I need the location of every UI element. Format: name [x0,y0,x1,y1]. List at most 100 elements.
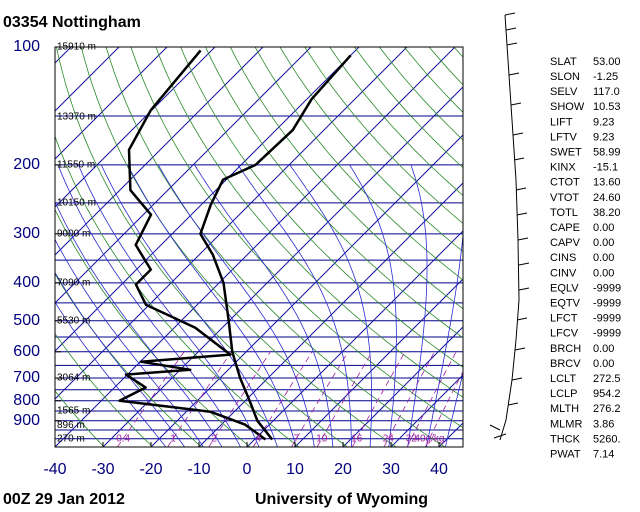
height-label: 896 m [57,420,85,431]
index-name: CAPV [550,237,581,249]
dry-adiabat [379,47,463,141]
index-value: 3.86 [593,418,614,430]
dry-adiabat [55,208,251,447]
isotherm [342,326,463,447]
isotherm [55,47,360,352]
y-tick-label: 600 [13,343,40,360]
y-tick-label: 400 [13,274,40,291]
dry-adiabat [354,47,463,169]
mixing-ratio-line [406,351,457,447]
isotherm [294,278,463,447]
mixing-ratio-label: 1 [170,434,176,445]
moist-adiabat [55,201,223,447]
wind-barbs [489,12,530,441]
index-value: 24.60 [593,192,621,204]
height-label: 9000 m [57,229,90,240]
barb-staff [499,14,520,441]
index-name: SHOW [550,101,585,113]
index-name: LFTV [550,131,578,143]
moist-adiabat [127,164,297,447]
x-tick-label: 10 [286,461,304,478]
moist-adiabat [289,164,373,447]
index-value: 9.23 [593,131,614,143]
x-tick-label: -20 [139,461,162,478]
dry-adiabat [229,47,463,310]
index-name: LFCT [550,313,578,325]
index-value: -9999 [593,313,621,325]
y-tick-label: 800 [13,392,40,409]
index-value: 0.00 [593,222,614,234]
index-name: SLON [550,71,580,83]
height-label: 5530 m [57,315,90,326]
profiles [118,49,352,441]
index-name: CTOT [550,177,580,189]
dry-adiabat [304,47,463,224]
x-tick-label: 30 [382,461,400,478]
mixing-ratio-label: 24 [383,434,395,445]
index-value: 0.00 [593,252,614,264]
index-value: -9999 [593,282,621,294]
index-value: -9999 [593,328,621,340]
moist-adiabat [55,271,186,447]
index-value: -9999 [593,298,621,310]
index-name: SELV [550,86,578,98]
y-tick-label: 200 [13,156,40,173]
y-tick-label: 300 [13,225,40,242]
mixing-ratio-line [316,351,373,447]
x-tick-label: -40 [43,461,66,478]
mixing-ratio-label: 40g/kg [414,434,444,445]
index-name: EQTV [550,298,581,310]
x-tick-label: 0 [243,461,252,478]
dry-adiabat [329,47,463,197]
moist-adiabat [55,238,204,447]
background-lines [55,47,463,447]
dry-adiabat [56,47,348,447]
index-value: 7.14 [593,449,614,461]
moist-adiabat [100,164,278,447]
index-value: 13.60 [593,177,621,189]
index-value: 38.20 [593,207,621,219]
mixing-ratio-line [351,351,406,447]
x-tick-label: -10 [187,461,210,478]
y-tick-label: 500 [13,312,40,329]
dry-adiabat [205,47,463,339]
isotherm [55,47,168,160]
isotherm [198,182,463,447]
height-label: 13370 m [57,112,96,123]
index-name: SLAT [550,56,577,68]
mixing-ratio-label: 32 [406,434,418,445]
index-name: TOTL [550,207,578,219]
index-name: CINS [550,252,576,264]
footer-right: University of Wyoming [255,491,428,508]
mixing-ratio-line [208,351,271,447]
y-tick-label: 100 [13,38,40,55]
mixing-ratio-label: 2 [211,434,217,445]
index-name: THCK [550,433,581,445]
index-name: LIFT [550,116,573,128]
index-name: BRCV [550,358,581,370]
index-name: VTOT [550,192,579,204]
index-value: -1.25 [593,71,618,83]
dry-adiabat [279,47,463,253]
height-label: 3064 m [57,373,90,384]
index-name: PWAT [550,449,581,461]
height-label: 11550 m [57,160,95,171]
dry-adiabat [180,47,463,368]
index-value: 10.53 [593,101,621,113]
height-label: 7090 m [57,277,90,288]
mixing-ratio-line [291,351,349,447]
mixing-ratio-line [167,351,232,447]
x-tick-label: 40 [430,461,448,478]
index-name: LFCV [550,328,579,340]
index-name: LCLT [550,373,576,385]
footer-left: 00Z 29 Jan 2012 [3,491,125,508]
mixing-ratio-label: 16 [351,434,363,445]
dry-adiabat [254,47,463,281]
height-label: 1565 m [57,406,90,417]
dry-adiabat [80,47,397,447]
y-tick-label: 700 [13,369,40,386]
index-value: 58.99 [593,147,621,159]
index-value: 9.23 [593,116,614,128]
moist-adiabat [426,230,463,447]
